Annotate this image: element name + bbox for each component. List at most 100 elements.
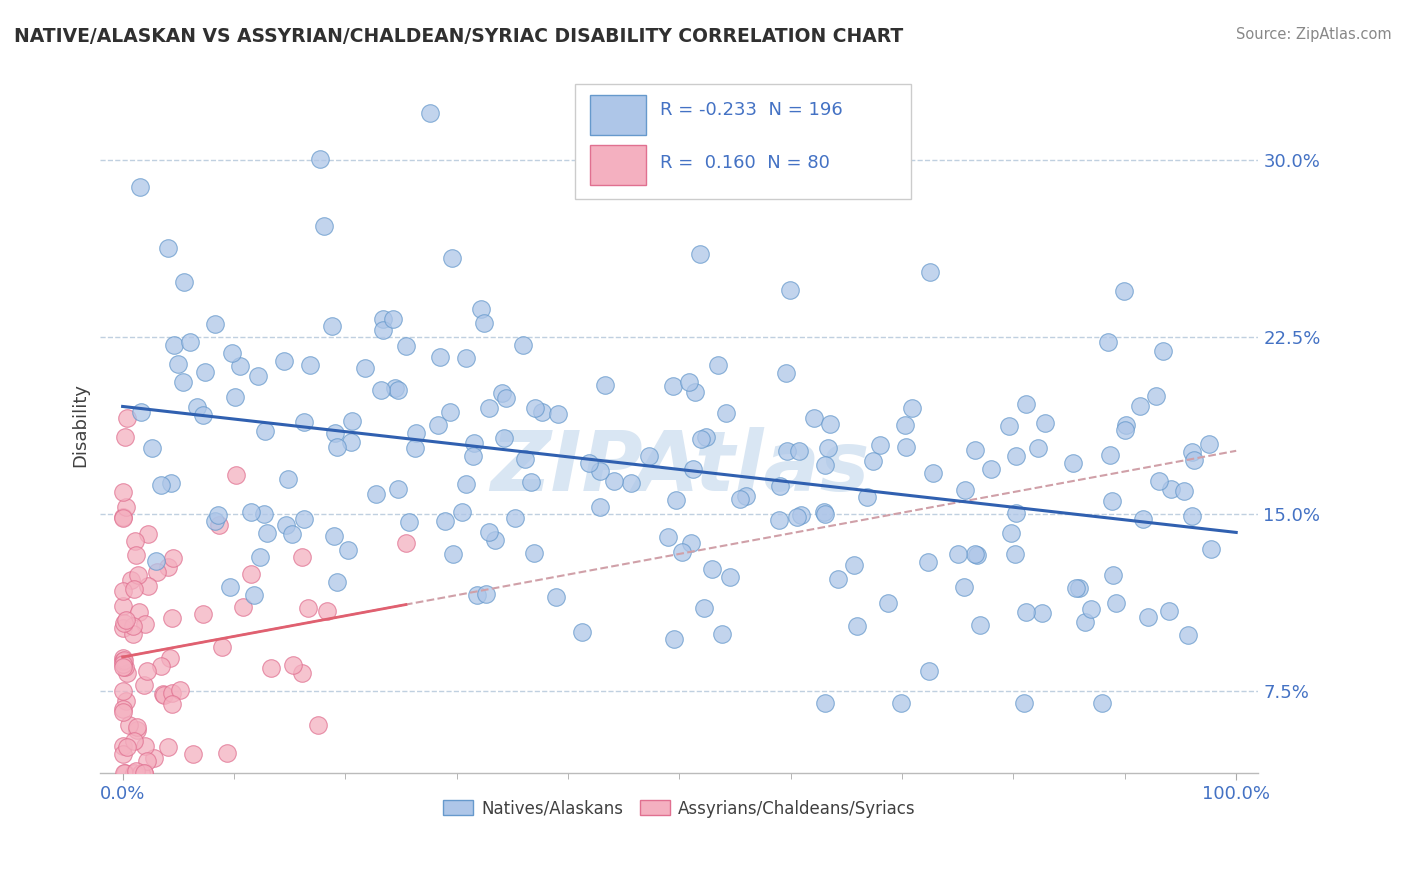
Point [114,430,136,444]
Point [291,550,314,565]
Point [112,650,135,665]
Point [813,505,835,519]
Legend: Natives/Alaskans, Assyrians/Chaldeans/Syriacs: Natives/Alaskans, Assyrians/Chaldeans/Sy… [436,793,922,824]
Point [918,265,941,279]
Point [173,275,195,289]
Point [779,283,801,297]
Point [127,723,149,738]
Point [132,766,155,780]
Point [124,534,146,549]
Point [142,751,165,765]
Point [277,472,299,486]
Point [1114,423,1136,437]
Point [492,431,515,445]
Point [339,434,361,449]
Point [917,556,939,570]
Point [405,426,427,441]
Point [463,449,485,463]
Point [1177,628,1199,642]
Point [711,627,734,641]
Point [433,514,456,528]
Point [714,406,737,420]
Point [1064,581,1087,595]
Point [953,580,976,594]
Point [281,526,304,541]
Point [1115,418,1137,433]
Point [115,613,138,627]
Point [589,464,612,478]
Text: ZIPAtlas: ZIPAtlas [489,426,869,508]
Point [1132,512,1154,526]
Point [163,338,186,352]
Point [1097,334,1119,349]
Point [371,323,394,337]
Point [112,766,135,780]
Point [321,319,343,334]
Point [243,588,266,602]
Point [478,401,501,415]
Point [260,661,283,675]
Point [153,688,176,702]
Point [768,513,790,527]
Point [856,490,879,504]
Point [111,509,134,524]
Point [786,509,808,524]
Point [1114,284,1136,298]
Point [681,536,703,550]
Point [215,746,238,760]
Point [160,611,183,625]
Point [191,607,214,621]
Point [1012,696,1035,710]
Point [513,451,536,466]
Point [340,414,363,428]
Point [224,390,246,404]
Point [274,518,297,533]
Point [115,740,138,755]
Point [253,425,276,439]
Point [129,766,152,780]
Point [132,678,155,692]
Point [693,601,716,615]
Point [111,747,134,762]
Point [869,438,891,452]
Point [122,619,145,633]
Point [662,632,685,646]
Point [1031,606,1053,620]
Point [728,492,751,507]
Point [118,718,141,732]
Point [578,457,600,471]
Point [440,251,463,265]
Point [111,654,134,668]
Point [128,180,150,194]
Point [1062,456,1084,470]
Point [191,408,214,422]
Point [115,500,138,515]
Point [229,359,252,373]
Point [519,475,541,489]
Point [503,511,526,525]
Point [456,477,478,491]
Point [387,482,409,496]
Point [429,350,451,364]
Point [382,311,405,326]
Point [292,415,315,429]
Point [232,599,254,614]
Point [114,766,136,780]
Point [718,569,741,583]
Point [219,580,242,594]
Point [1014,397,1036,411]
Point [179,334,201,349]
Point [776,443,799,458]
Point [141,441,163,455]
Point [735,489,758,503]
Point [1000,526,1022,541]
Point [589,500,612,515]
Point [1099,449,1122,463]
Point [221,346,243,360]
Point [682,462,704,476]
Point [544,590,567,604]
Point [111,702,134,716]
Point [845,619,868,633]
Point [152,687,174,701]
Point [1005,449,1028,463]
